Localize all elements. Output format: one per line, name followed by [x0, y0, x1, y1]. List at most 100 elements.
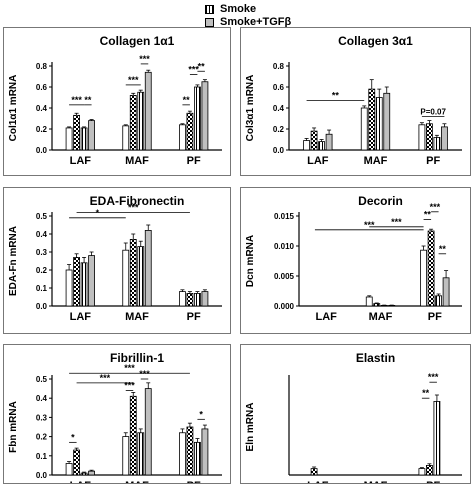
bar: [122, 125, 130, 151]
y-tick-label: 0.2: [36, 433, 48, 442]
bar: [179, 124, 186, 151]
x-category-label: PF: [426, 155, 440, 167]
significance-label: ***: [188, 64, 199, 74]
x-category-label: LAF: [70, 155, 92, 167]
y-tick-label: 0.4: [36, 230, 48, 239]
x-category-label: LAF: [315, 311, 337, 323]
significance-label: **: [84, 95, 92, 105]
significance-label: P=0.07: [420, 107, 446, 116]
bar: [65, 463, 73, 476]
bar: [442, 277, 450, 307]
bar: [310, 130, 318, 151]
y-axis-label: Eln mRNA: [245, 403, 256, 452]
chart-title: Collagen 1α1: [100, 34, 175, 48]
y-tick-label: 0.015: [274, 212, 295, 221]
legend-item-smoke: Smoke: [205, 3, 256, 15]
significance-label: ***: [124, 381, 135, 391]
y-axis-label: EDA-Fn mRNA: [8, 226, 19, 296]
y-tick-label: 0.4: [273, 104, 285, 113]
bar: [201, 428, 209, 476]
hatch-swatch-icon: [205, 4, 214, 14]
x-category-label: PF: [187, 155, 201, 167]
bar: [433, 137, 441, 151]
significance-label: ***: [430, 202, 441, 212]
bar: [418, 124, 426, 151]
legend-label: Smoke+TGFβ: [220, 16, 292, 28]
bar: [194, 441, 201, 476]
bar: [73, 257, 80, 307]
bar: [129, 395, 137, 476]
bar: [137, 432, 145, 476]
bar: [88, 255, 95, 307]
x-category-label: PF: [187, 480, 201, 484]
significance-label: *: [96, 208, 100, 218]
chart-title: Decorin: [358, 194, 403, 208]
y-tick-label: 0.1: [36, 452, 48, 461]
y-tick-label: 0.0: [36, 146, 48, 155]
significance-label: **: [439, 244, 447, 254]
bar: [194, 86, 201, 151]
bar: [80, 127, 88, 151]
bar: [441, 126, 448, 151]
x-category-label: MAF: [125, 155, 149, 167]
significance-label: **: [332, 91, 340, 101]
bar: [137, 246, 145, 307]
bar: [418, 468, 426, 476]
bar: [186, 112, 194, 151]
y-tick-label: 0.8: [273, 62, 285, 71]
y-tick-label: 0.0: [36, 471, 48, 480]
bar: [179, 432, 186, 476]
significance-label: ***: [71, 95, 82, 105]
y-tick-label: 0.2: [36, 266, 48, 275]
x-category-label: LAF: [70, 480, 92, 484]
significance-label: ***: [139, 369, 150, 379]
bar: [383, 92, 391, 151]
bar: [65, 269, 73, 307]
bar: [65, 127, 73, 151]
legend: Smoke Smoke+TGFβ: [205, 0, 405, 28]
gray-swatch-icon: [205, 17, 214, 27]
x-category-label: MAF: [125, 311, 149, 323]
significance-label: **: [424, 210, 432, 220]
x-category-label: MAF: [125, 480, 149, 484]
y-tick-label: 0.6: [36, 83, 48, 92]
bar: [73, 114, 80, 151]
bar: [88, 120, 95, 151]
significance-label: **: [198, 61, 206, 71]
bar: [325, 133, 333, 151]
legend-item-smoke-tgfb: Smoke+TGFβ: [205, 16, 291, 28]
chart-title: EDA-Fibronectin: [90, 194, 185, 208]
bar: [88, 470, 95, 476]
chart-svg: Collagen 3α1 Col3α1 mRNA 0.0 0.2 0.4 0.6 0.8 LA…: [245, 34, 462, 167]
y-tick-label: 0.5: [36, 212, 48, 221]
bar: [201, 81, 209, 151]
y-axis-label: Dcn mRNA: [245, 235, 256, 287]
chart-panel-collagen-1a1: Collagen 1α1 Col1α1 mRNA 0.0 0.2 0.4 0.6 0.8 LA…: [3, 27, 231, 176]
x-category-label: PF: [428, 311, 442, 323]
y-axis-label: Col3α1 mRNA: [245, 75, 256, 142]
bar: [201, 291, 209, 307]
bar: [186, 426, 194, 476]
chart-title: Fibrillin-1: [110, 351, 164, 365]
significance-label: ***: [128, 202, 139, 212]
chart-svg: Collagen 1α1 Col1α1 mRNA 0.0 0.2 0.4 0.6 0.8 LA…: [8, 34, 222, 167]
y-axis-label: Col1α1 mRNA: [8, 75, 19, 142]
y-tick-label: 0.0: [36, 302, 48, 311]
significance-label: ***: [100, 373, 111, 383]
bar: [73, 449, 80, 476]
chart-panel-eda-fibronectin: EDA-Fibronectin EDA-Fn mRNA 0.0 0.1 0.2 0.3 0.…: [3, 187, 231, 334]
y-tick-label: 0.3: [36, 248, 48, 257]
y-tick-label: 0.5: [36, 375, 48, 384]
bar: [375, 97, 383, 151]
bar: [310, 468, 318, 476]
bar: [426, 123, 433, 151]
y-tick-label: 0.010: [274, 242, 295, 251]
chart-title: Elastin: [356, 351, 395, 365]
bar: [129, 95, 137, 151]
chart-svg: Fibrillin-1 Fbn mRNA 0.0 0.1 0.2 0.3 0.4 0.5 LAF…: [8, 351, 222, 484]
significance-label: ***: [428, 372, 439, 382]
bar: [373, 303, 381, 307]
significance-label: ***: [124, 363, 135, 373]
chart-svg: EDA-Fibronectin EDA-Fn mRNA 0.0 0.1 0.2 0.3 0.…: [8, 194, 222, 323]
